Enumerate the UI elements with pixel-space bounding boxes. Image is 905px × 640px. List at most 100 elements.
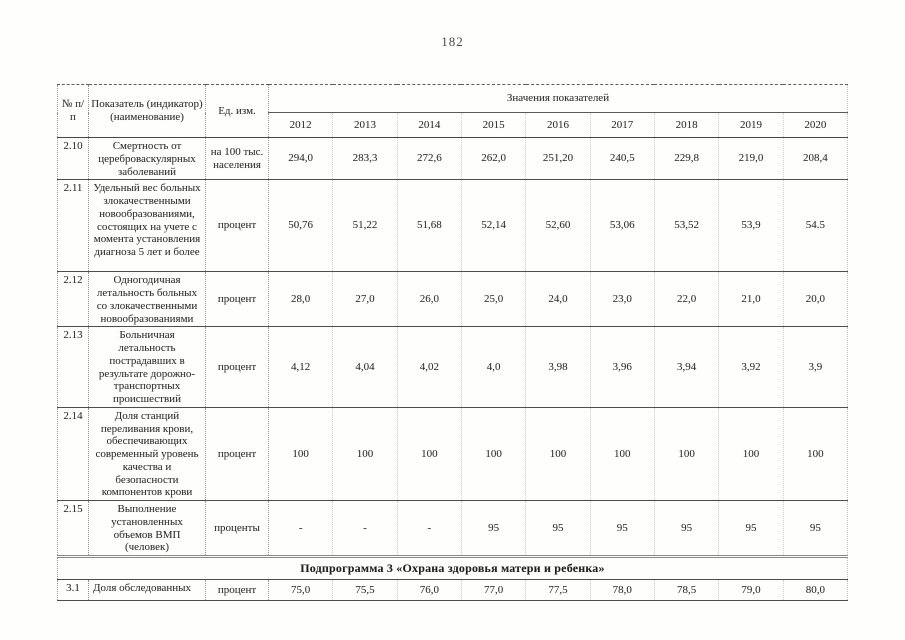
row-number-cell: 2.14 <box>63 409 83 422</box>
value-cell: 53,9 <box>718 179 784 272</box>
value-cell: 3,98 <box>525 326 591 408</box>
row-number-cell: 2.13 <box>63 329 83 342</box>
value-cell: 95 <box>718 500 784 557</box>
value-cell: 100 <box>396 407 462 501</box>
value-cell: 77,5 <box>525 579 591 601</box>
table-row: 2.14 Доля станций переливания крови, обе… <box>57 407 848 501</box>
value-cell: 240,5 <box>589 137 655 180</box>
value-cell: 26,0 <box>396 271 462 327</box>
subprogram-header-row: Подпрограмма 3 «Охрана здоровья матери и… <box>57 556 848 580</box>
col-header-number: № п/п <box>57 84 89 138</box>
table-row: 3.1 Доля обследованных процент 75,0 75,5… <box>57 579 848 601</box>
row-number-cell: 2.11 <box>63 182 83 195</box>
value-cell: 100 <box>589 407 655 501</box>
value-cell: 4,02 <box>396 326 462 408</box>
value-cell: 95 <box>589 500 655 557</box>
indicator-name-cell: Удельный вес больных злокачественными но… <box>88 179 206 272</box>
col-header-unit: Ед. изм. <box>205 84 269 138</box>
header-row-top: № п/п Показатель (индикатор) (наименован… <box>57 84 848 138</box>
table-row: 2.13 Больничная летальность пострадавших… <box>57 326 848 408</box>
value-cell: 25,0 <box>460 271 526 327</box>
col-header-values: Значения показателей <box>268 84 848 113</box>
header-row-years: 2012 2013 2014 2015 2016 2017 2018 2019 … <box>57 112 848 138</box>
value-cell: 75,0 <box>267 579 333 601</box>
indicator-name-cell: Одногодичная летальность больных со злок… <box>88 271 206 327</box>
value-cell: 100 <box>460 407 526 501</box>
value-cell: 3,92 <box>718 326 784 408</box>
value-cell: 3,96 <box>589 326 655 408</box>
indicator-name-cell: Смертность от цереброваскулярных заболев… <box>88 137 206 180</box>
row-number-cell: 2.10 <box>63 140 83 152</box>
indicators-table: № п/п Показатель (индикатор) (наименован… <box>57 84 848 601</box>
value-cell: - <box>267 500 333 557</box>
value-cell: 251,20 <box>525 137 591 180</box>
year-header: 2017 <box>589 112 655 138</box>
year-header: 2015 <box>460 112 526 138</box>
unit-cell: процент <box>205 407 269 501</box>
value-cell: 53,52 <box>653 179 719 272</box>
row-number-cell: 2.15 <box>63 503 83 515</box>
year-header: 2016 <box>525 112 591 138</box>
indicator-name-cell: Выполнение установленных объемов ВМП (че… <box>88 500 206 557</box>
value-cell: 77,0 <box>460 579 526 601</box>
subprogram-title: Подпрограмма 3 «Охрана здоровья матери и… <box>300 560 605 575</box>
value-cell: 262,0 <box>460 137 526 180</box>
value-cell: 272,6 <box>396 137 462 180</box>
table-row: 2.11 Удельный вес больных злокачественны… <box>57 179 848 272</box>
value-cell: 100 <box>332 407 398 501</box>
year-header: 2019 <box>718 112 784 138</box>
value-cell: 100 <box>653 407 719 501</box>
value-cell: 51,22 <box>332 179 398 272</box>
year-header: 2014 <box>396 112 462 138</box>
value-cell: 79,0 <box>718 579 784 601</box>
value-cell: 20,0 <box>782 271 848 327</box>
value-cell: 95 <box>782 500 848 557</box>
year-header: 2013 <box>332 112 398 138</box>
unit-cell: процент <box>205 271 269 327</box>
indicator-name-cell: Доля обследованных <box>88 579 206 601</box>
unit-cell: процент <box>205 326 269 408</box>
value-cell: 100 <box>267 407 333 501</box>
value-cell: 95 <box>653 500 719 557</box>
value-cell: 3,94 <box>653 326 719 408</box>
row-number-cell: 3.1 <box>66 582 80 594</box>
value-cell: 80,0 <box>782 579 848 601</box>
value-cell: 100 <box>782 407 848 501</box>
value-cell: 23,0 <box>589 271 655 327</box>
value-cell: 27,0 <box>332 271 398 327</box>
value-cell: 75,5 <box>332 579 398 601</box>
value-cell: 52,14 <box>460 179 526 272</box>
year-header: 2012 <box>267 112 333 138</box>
unit-cell: проценты <box>205 500 269 557</box>
value-cell: 283,3 <box>332 137 398 180</box>
table-row: 2.12 Одногодичная летальность больных со… <box>57 271 848 327</box>
value-cell: 50,76 <box>267 179 333 272</box>
value-cell: 53,06 <box>589 179 655 272</box>
value-cell: 4,0 <box>460 326 526 408</box>
year-header: 2018 <box>653 112 719 138</box>
unit-cell: на 100 тыс. населения <box>205 137 269 180</box>
value-cell: 54.5 <box>782 179 848 272</box>
value-cell: 21,0 <box>718 271 784 327</box>
value-cell: - <box>332 500 398 557</box>
unit-cell: процент <box>205 179 269 272</box>
value-cell: 294,0 <box>267 137 333 180</box>
col-header-indicator: Показатель (индикатор) (наименование) <box>88 84 206 138</box>
value-cell: 3,9 <box>782 326 848 408</box>
indicator-name-cell: Больничная летальность пострадавших в ре… <box>88 326 206 408</box>
value-cell: 4,04 <box>332 326 398 408</box>
value-cell: 4,12 <box>267 326 333 408</box>
table-row: 2.15 Выполнение установленных объемов ВМ… <box>57 500 848 557</box>
value-cell: - <box>396 500 462 557</box>
value-cell: 78,0 <box>589 579 655 601</box>
value-cell: 28,0 <box>267 271 333 327</box>
value-cell: 95 <box>525 500 591 557</box>
page-number: 182 <box>441 34 464 49</box>
value-cell: 52,60 <box>525 179 591 272</box>
indicator-name-cell: Доля станций переливания крови, обеспечи… <box>88 407 206 501</box>
value-cell: 24,0 <box>525 271 591 327</box>
row-number-cell: 2.12 <box>63 274 83 287</box>
value-cell: 100 <box>718 407 784 501</box>
value-cell: 229,8 <box>653 137 719 180</box>
